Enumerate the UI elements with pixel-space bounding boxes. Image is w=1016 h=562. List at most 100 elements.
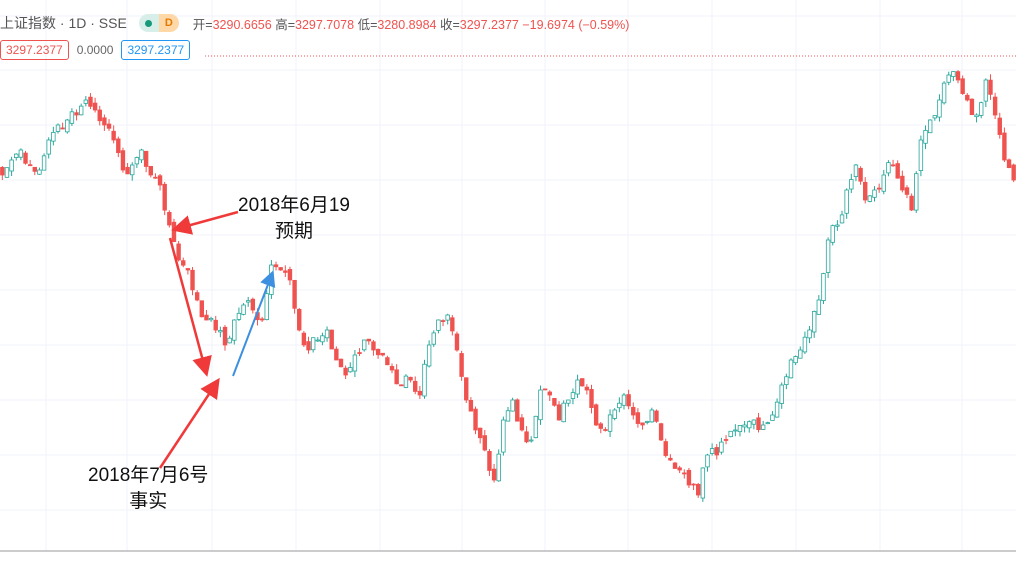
- candle: [334, 346, 339, 361]
- candle: [621, 392, 627, 410]
- candle: [343, 365, 348, 380]
- candle: [631, 402, 636, 420]
- candle: [232, 319, 237, 345]
- candle: [881, 169, 886, 195]
- candle: [4, 167, 10, 178]
- candle: [983, 78, 989, 108]
- candle: [482, 430, 488, 452]
- candle: [598, 422, 603, 434]
- candle: [700, 467, 706, 502]
- candle: [937, 94, 942, 122]
- candle: [607, 409, 613, 438]
- candle: [927, 119, 933, 134]
- symbol-title[interactable]: 上证指数 · 1D · SSE: [0, 15, 127, 31]
- candle: [872, 186, 877, 202]
- candle: [120, 147, 126, 173]
- candle: [287, 266, 293, 286]
- candle: [941, 81, 947, 105]
- candle: [1002, 127, 1007, 163]
- candle: [635, 408, 641, 428]
- candle: [208, 316, 214, 322]
- candle: [222, 325, 228, 351]
- candle: [60, 122, 65, 130]
- candle: [88, 93, 93, 110]
- candle: [863, 177, 868, 204]
- candle: [41, 153, 47, 171]
- candle: [408, 376, 413, 383]
- candle: [672, 462, 678, 470]
- candle: [176, 241, 181, 262]
- candle: [705, 453, 710, 472]
- candle: [580, 378, 585, 387]
- candle: [315, 337, 320, 342]
- candle: [858, 166, 863, 185]
- candle: [552, 398, 557, 407]
- candle: [811, 310, 817, 338]
- candle: [682, 469, 687, 479]
- candle: [793, 355, 798, 366]
- candle: [106, 119, 112, 131]
- candle: [686, 467, 692, 489]
- candle: [473, 406, 478, 435]
- candle: [914, 171, 919, 213]
- candle: [148, 165, 153, 178]
- candle: [515, 398, 520, 422]
- candle: [519, 414, 525, 432]
- candle: [997, 112, 1002, 139]
- price-tag: 3297.2377: [0, 40, 69, 60]
- fact-date: 2018年7月6号: [88, 465, 209, 486]
- candle: [904, 185, 910, 199]
- candle: [310, 337, 316, 353]
- candle: [464, 377, 469, 403]
- candle: [338, 358, 344, 368]
- candle: [691, 483, 696, 491]
- candle: [960, 75, 965, 95]
- candle: [603, 427, 608, 432]
- open-value: 3290.6656: [212, 17, 272, 32]
- candle: [292, 279, 297, 314]
- candle: [770, 410, 775, 421]
- candle: [37, 167, 42, 175]
- candle: [677, 465, 682, 474]
- expected-annotation: 2018年6月19 预期: [238, 193, 350, 245]
- candle: [167, 210, 172, 228]
- candle: [199, 300, 205, 318]
- candle: [83, 96, 89, 107]
- price-tags: 3297.2377 0.0000 3297.2377: [0, 40, 191, 60]
- candle: [241, 303, 246, 316]
- candle: [454, 331, 460, 352]
- interval-badge: D: [158, 14, 179, 32]
- candle: [974, 113, 979, 123]
- candle: [371, 340, 376, 356]
- candle: [213, 315, 218, 333]
- candle: [194, 290, 200, 302]
- candle: [895, 160, 900, 179]
- candle: [909, 193, 914, 212]
- candle: [844, 188, 849, 219]
- candle: [747, 420, 752, 433]
- candle: [468, 397, 474, 412]
- candle: [320, 332, 325, 346]
- candle: [459, 350, 464, 381]
- candle: [890, 159, 896, 167]
- candle: [0, 166, 5, 180]
- expected-arrow: [171, 210, 239, 235]
- candle: [227, 335, 232, 344]
- candle: [584, 384, 590, 395]
- candle: [932, 115, 938, 121]
- candle: [65, 118, 70, 134]
- candle: [774, 398, 780, 418]
- candle: [644, 420, 650, 425]
- candle: [728, 430, 733, 438]
- candle: [14, 153, 19, 161]
- candle: [445, 313, 450, 325]
- candle: [116, 136, 121, 158]
- candle: [802, 331, 808, 355]
- low-label: 低=: [357, 17, 378, 32]
- candle: [431, 330, 436, 347]
- candle: [760, 420, 766, 430]
- candle: [719, 437, 724, 455]
- candle: [125, 162, 130, 175]
- candle: [190, 266, 195, 296]
